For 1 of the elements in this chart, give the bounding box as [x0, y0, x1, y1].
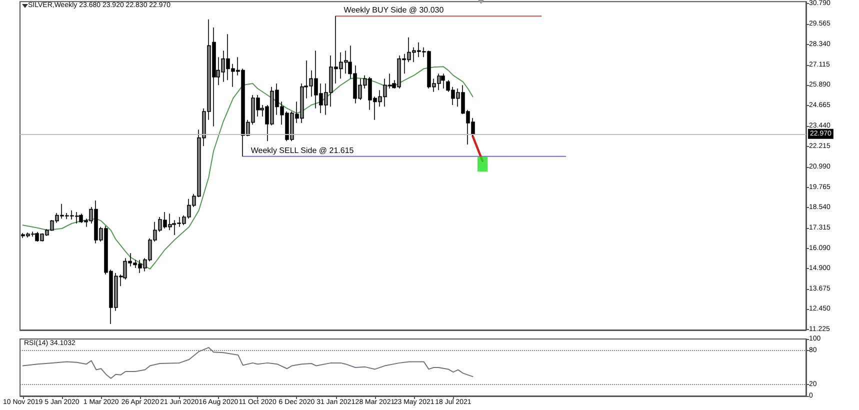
- line-series: [22, 347, 474, 379]
